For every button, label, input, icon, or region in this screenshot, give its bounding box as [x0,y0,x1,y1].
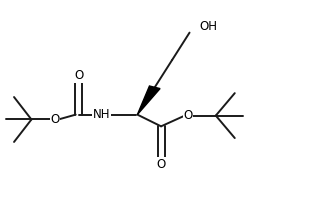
Text: OH: OH [199,20,217,33]
Text: O: O [50,113,60,126]
Text: O: O [156,158,166,171]
Polygon shape [137,86,160,115]
Text: O: O [74,69,84,82]
Text: O: O [183,109,193,122]
Text: NH: NH [93,108,110,121]
